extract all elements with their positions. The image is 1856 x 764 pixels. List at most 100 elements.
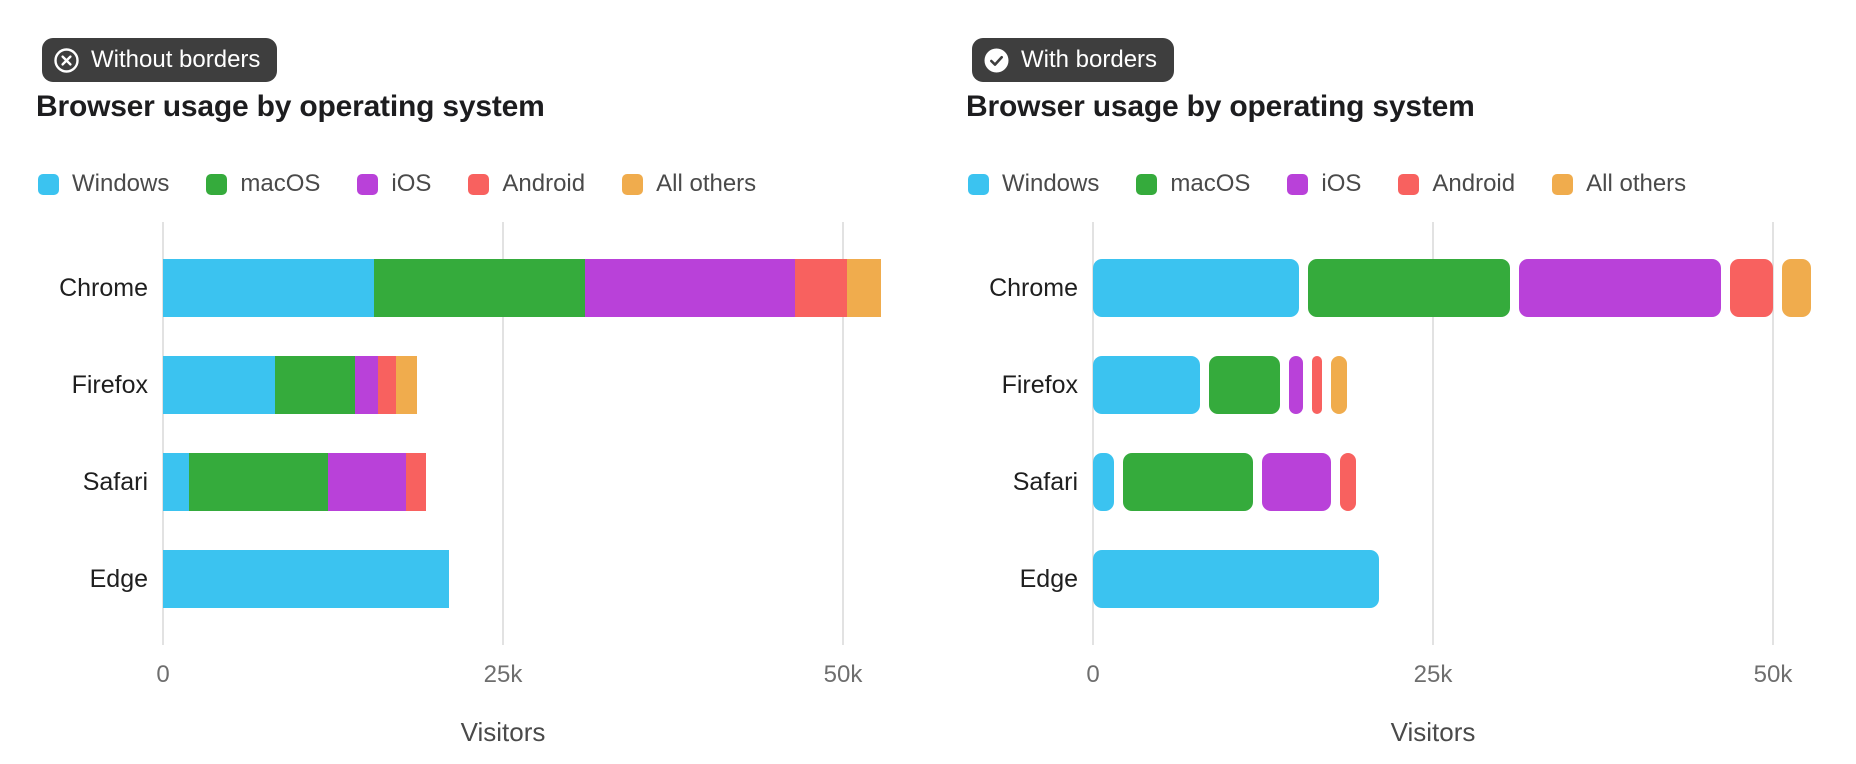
bar [1093,356,1823,414]
bar-segment [1093,550,1379,608]
x-tick-label: 50k [823,661,863,688]
gridline [1092,222,1094,645]
legend: Windows macOS iOS Android All others [38,170,756,198]
bar-segment [327,453,406,511]
legend-swatch [1552,173,1574,195]
category-label: Firefox [71,371,148,399]
plot [162,222,893,645]
bar-segment [1519,259,1721,317]
bar-segment [1308,259,1511,317]
bar-segment [163,453,189,511]
legend-label: All others [1586,170,1687,197]
legend-swatch [468,173,490,195]
legend-swatch [206,173,228,195]
legend-label: Windows [72,170,170,197]
bar [1093,453,1823,511]
bar-segment [1781,259,1812,317]
x-tick-label: 25k [483,661,523,688]
bar-segment [1289,356,1304,414]
legend-swatch [1136,173,1158,195]
legend-swatch [968,173,989,195]
bar [163,356,893,414]
bar-segment [354,356,378,414]
bar-segment [1123,453,1254,511]
gridline [842,222,844,645]
bar-segment [1330,356,1347,414]
bar-segment [1312,356,1322,414]
with-borders-badge[interactable]: With borders [972,38,1175,82]
legend-label: iOS [1321,170,1362,197]
bar [1093,550,1823,608]
bar-segment [274,356,355,414]
bar-segment [163,356,275,414]
bar-segment [377,356,397,414]
bar-segment [163,550,449,608]
chart-panel: With borders Browser usage by operating … [966,0,1856,764]
legend-label: iOS [391,170,432,197]
bar-segment [1340,453,1357,511]
chart-panel: Without borders Browser usage by operati… [36,0,926,764]
x-axis-label: Visitors [1390,717,1476,747]
legend-label: Windows [1002,170,1100,197]
bar-segment [1093,453,1115,511]
category-label: Chrome [59,274,148,302]
bar [163,259,893,317]
x-axis-label: Visitors [460,717,546,747]
category-label: Chrome [989,274,1078,302]
bar-segment [1262,453,1332,511]
bar-segment [795,259,848,317]
bar-segment [373,259,585,317]
legend-item: All others [622,170,756,198]
chart-title: Browser usage by operating system [966,90,1475,123]
bar-segment [847,259,882,317]
legend-label: Android [1432,170,1516,197]
bar-segment [1093,259,1300,317]
legend-swatch [1398,173,1420,195]
legend-item: iOS [1287,170,1361,198]
category-label: Firefox [1001,371,1078,399]
gridline [162,222,164,645]
bar-segment [396,356,417,414]
bar-segment [188,453,328,511]
bar-segment [584,259,796,317]
bar [163,550,893,608]
legend-item: iOS [357,170,431,198]
category-label: Safari [82,468,148,496]
without-borders-badge[interactable]: Without borders [42,38,278,82]
legend-item: macOS [206,170,320,198]
legend-item: Windows [38,170,169,198]
chart-title: Browser usage by operating system [36,90,545,123]
legend-item: All others [1552,170,1686,198]
legend-label: All others [656,170,757,197]
bar-segment [1093,356,1201,414]
bar-segment [1729,259,1773,317]
gridline [1772,222,1774,645]
legend-label: Android [502,170,586,197]
bar [1093,259,1823,317]
legend-label: macOS [240,170,321,197]
category-label: Edge [89,565,148,593]
legend-swatch [622,173,644,195]
legend-swatch [357,173,379,195]
x-circle-icon [54,47,79,73]
category-label: Edge [1019,565,1078,593]
bar-segment [1209,356,1281,414]
legend-label: macOS [1170,170,1251,197]
bar-segment [163,259,374,317]
legend-item: Android [468,170,585,198]
legend-item: Android [1398,170,1515,198]
gridline [1432,222,1434,645]
category-label: Safari [1012,468,1078,496]
badge-label: Without borders [91,46,261,73]
gridline [502,222,504,645]
legend: Windows macOS iOS Android All others [968,170,1686,198]
legend-item: Windows [968,170,1099,198]
x-tick-label: 0 [1086,661,1100,688]
check-circle-icon [984,48,1009,72]
x-tick-label: 0 [156,661,170,688]
plot [1092,222,1823,645]
badge-label: With borders [1021,46,1158,73]
x-tick-label: 25k [1413,661,1453,688]
bar-segment [405,453,427,511]
x-tick-label: 50k [1753,661,1793,688]
